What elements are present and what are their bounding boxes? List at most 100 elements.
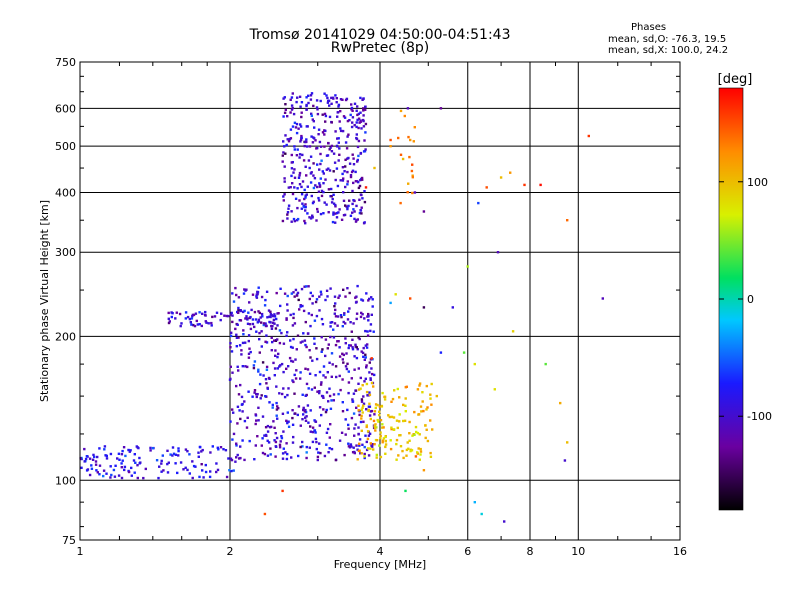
echo-point — [312, 174, 315, 177]
echo-point — [198, 323, 201, 326]
echo-point — [285, 419, 288, 422]
echo-point — [395, 419, 399, 422]
echo-point — [276, 355, 279, 359]
echo-point — [332, 336, 336, 339]
echo-point — [290, 210, 293, 213]
echo-point — [149, 449, 152, 452]
echo-point — [282, 430, 285, 433]
echo-point — [320, 350, 323, 353]
echo-point — [320, 413, 323, 417]
echo-point — [249, 327, 253, 331]
echo-point — [361, 197, 364, 200]
echo-point — [373, 443, 376, 446]
echo-point — [292, 316, 295, 320]
echo-point — [485, 186, 488, 189]
echo-point — [252, 364, 256, 367]
echo-point — [299, 341, 302, 344]
echo-point — [305, 125, 308, 128]
echo-point — [289, 128, 293, 131]
echo-point — [258, 351, 261, 354]
echo-point — [399, 445, 403, 448]
echo-point — [416, 451, 419, 454]
echo-point — [419, 405, 423, 408]
echo-point — [366, 394, 369, 397]
echo-point — [354, 296, 357, 299]
echo-point — [298, 171, 302, 175]
echo-point — [88, 457, 92, 460]
echo-point — [308, 446, 311, 449]
echo-point — [194, 312, 198, 315]
echo-point — [413, 410, 416, 414]
echo-point — [333, 322, 337, 325]
echo-point — [338, 346, 341, 349]
echo-point — [219, 446, 223, 449]
echo-point — [109, 465, 112, 468]
echo-point — [230, 331, 233, 334]
echo-point — [347, 133, 350, 136]
echo-point — [198, 445, 202, 449]
echo-point — [85, 469, 89, 472]
echo-point — [334, 308, 337, 312]
echo-point — [204, 320, 207, 323]
echo-point — [177, 447, 180, 450]
echo-point — [306, 212, 309, 215]
echo-point — [366, 437, 370, 441]
echo-point — [310, 388, 314, 391]
echo-point — [301, 153, 304, 157]
echo-point — [307, 312, 311, 315]
echo-point — [402, 456, 405, 460]
echo-point — [360, 417, 363, 420]
echo-point — [350, 108, 353, 111]
echo-point — [303, 144, 306, 148]
echo-point — [356, 145, 360, 149]
echo-point — [389, 447, 393, 451]
echo-point — [236, 405, 240, 408]
echo-point — [311, 216, 314, 219]
echo-point — [414, 455, 418, 458]
echo-point — [339, 129, 343, 133]
echo-point — [329, 407, 333, 410]
y-tick-label: 750 — [55, 56, 76, 69]
echo-point — [294, 358, 297, 361]
echo-point — [190, 323, 193, 326]
echo-point — [338, 147, 341, 150]
echo-point — [359, 120, 362, 123]
echo-point — [336, 324, 339, 327]
echo-point — [243, 458, 246, 462]
echo-point — [105, 454, 108, 458]
echo-point — [363, 317, 366, 320]
echo-point — [364, 148, 367, 151]
echo-point — [350, 103, 353, 106]
echo-point — [229, 365, 232, 368]
echo-point — [411, 174, 414, 177]
echo-point — [360, 212, 363, 215]
echo-point — [269, 315, 272, 319]
echo-point — [302, 408, 305, 412]
echo-point — [197, 455, 200, 458]
echo-point — [297, 454, 300, 458]
echo-point — [315, 440, 318, 444]
echo-point — [336, 315, 340, 318]
echo-point — [262, 323, 265, 327]
echo-point — [207, 322, 210, 325]
echo-point — [178, 312, 182, 316]
echo-point — [285, 143, 288, 147]
echo-point — [559, 401, 562, 405]
echo-point — [309, 98, 313, 101]
chart-subtitle: RwPretec (8p) — [330, 40, 430, 56]
echo-point — [322, 396, 325, 399]
echo-point — [422, 409, 425, 413]
echo-point — [136, 476, 139, 480]
echo-point — [281, 452, 285, 455]
echo-point — [328, 447, 331, 450]
echo-point — [344, 158, 347, 161]
echo-point — [305, 456, 308, 460]
echo-point — [320, 381, 323, 384]
echo-point — [399, 109, 403, 113]
echo-point — [158, 465, 161, 468]
echo-point — [191, 460, 194, 463]
echo-point — [237, 393, 241, 396]
echo-point — [235, 333, 238, 336]
echo-point — [352, 392, 356, 395]
echo-point — [298, 153, 302, 156]
